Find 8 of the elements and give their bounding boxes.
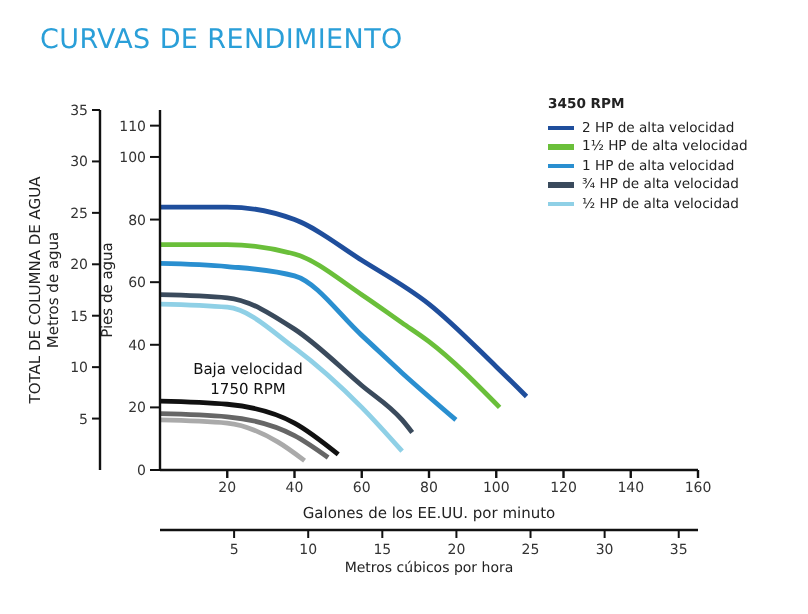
- chart-title: CURVAS DE RENDIMIENTO: [40, 24, 403, 56]
- line-series: [160, 417, 307, 464]
- line-series: [160, 204, 529, 399]
- line-series: [160, 301, 405, 454]
- line-series: [160, 242, 503, 410]
- line-series: [160, 260, 459, 423]
- line-series: [160, 292, 415, 435]
- line-series: [160, 411, 331, 460]
